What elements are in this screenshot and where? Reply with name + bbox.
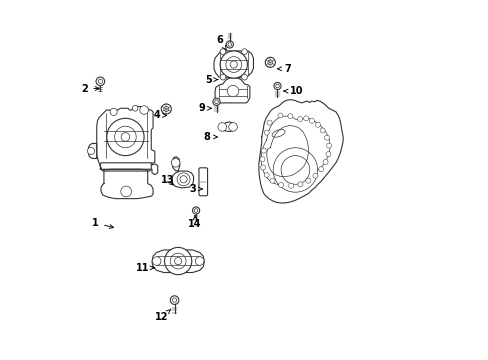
Circle shape [275, 84, 279, 88]
Circle shape [297, 182, 303, 187]
Circle shape [132, 105, 138, 111]
Circle shape [278, 183, 283, 188]
Polygon shape [172, 171, 193, 188]
Circle shape [261, 148, 266, 153]
FancyBboxPatch shape [199, 168, 207, 196]
Circle shape [326, 143, 331, 148]
Polygon shape [215, 78, 249, 103]
Circle shape [227, 85, 238, 97]
Circle shape [241, 49, 247, 54]
Circle shape [174, 257, 182, 265]
Circle shape [309, 118, 314, 123]
Circle shape [230, 61, 237, 68]
Circle shape [172, 298, 176, 302]
Circle shape [323, 159, 327, 165]
Text: 9: 9 [198, 103, 211, 113]
Circle shape [220, 49, 225, 54]
Polygon shape [101, 169, 153, 199]
Text: 8: 8 [203, 132, 217, 142]
Circle shape [228, 123, 237, 131]
Circle shape [225, 57, 241, 72]
Polygon shape [172, 157, 180, 171]
Circle shape [324, 135, 329, 140]
Circle shape [325, 152, 330, 157]
Circle shape [267, 60, 272, 65]
Circle shape [110, 108, 117, 116]
Circle shape [121, 186, 131, 197]
Text: 12: 12 [155, 309, 170, 322]
Circle shape [312, 173, 317, 178]
Circle shape [226, 41, 233, 48]
Circle shape [152, 257, 161, 265]
Circle shape [177, 173, 190, 186]
Polygon shape [152, 250, 204, 273]
Polygon shape [88, 143, 97, 158]
Circle shape [220, 74, 225, 80]
Circle shape [288, 183, 293, 188]
Polygon shape [100, 163, 158, 175]
Circle shape [170, 253, 185, 269]
Circle shape [241, 74, 247, 80]
Text: 11: 11 [135, 263, 154, 273]
Circle shape [212, 98, 220, 105]
Circle shape [277, 113, 282, 118]
Circle shape [265, 57, 275, 67]
Text: 10: 10 [284, 86, 303, 96]
Circle shape [170, 296, 179, 305]
Text: 14: 14 [188, 216, 202, 229]
Circle shape [315, 122, 320, 127]
Circle shape [87, 147, 94, 154]
Circle shape [192, 207, 199, 214]
Circle shape [180, 176, 187, 183]
Circle shape [164, 247, 191, 275]
Polygon shape [258, 100, 343, 203]
Text: 2: 2 [81, 84, 99, 94]
Circle shape [115, 126, 136, 148]
Polygon shape [97, 107, 155, 171]
Circle shape [260, 165, 265, 170]
Circle shape [218, 123, 226, 131]
Circle shape [266, 120, 271, 125]
Text: 13: 13 [161, 175, 174, 185]
Text: 6: 6 [216, 35, 226, 50]
Polygon shape [214, 51, 253, 78]
Circle shape [195, 257, 203, 265]
Circle shape [273, 148, 317, 192]
Circle shape [98, 79, 102, 84]
Circle shape [227, 42, 231, 46]
Circle shape [121, 133, 129, 141]
Circle shape [273, 82, 281, 90]
Circle shape [220, 51, 247, 78]
Circle shape [171, 158, 180, 167]
Circle shape [260, 157, 264, 162]
Text: 3: 3 [189, 184, 202, 194]
Circle shape [214, 100, 218, 104]
Circle shape [303, 116, 308, 121]
Text: 5: 5 [205, 75, 217, 85]
Circle shape [96, 77, 104, 86]
Circle shape [161, 104, 171, 114]
Circle shape [264, 172, 269, 177]
Circle shape [269, 178, 274, 183]
Polygon shape [220, 122, 235, 132]
Circle shape [318, 167, 323, 172]
Circle shape [163, 107, 168, 112]
Circle shape [297, 117, 302, 122]
Text: 7: 7 [277, 64, 290, 74]
Text: 1: 1 [92, 218, 113, 229]
Text: 4: 4 [153, 111, 166, 121]
Circle shape [264, 130, 269, 135]
Circle shape [305, 178, 310, 183]
Circle shape [140, 106, 148, 114]
Circle shape [320, 128, 325, 133]
Circle shape [194, 209, 198, 212]
Circle shape [287, 114, 292, 119]
Circle shape [281, 156, 309, 184]
Circle shape [106, 118, 144, 156]
